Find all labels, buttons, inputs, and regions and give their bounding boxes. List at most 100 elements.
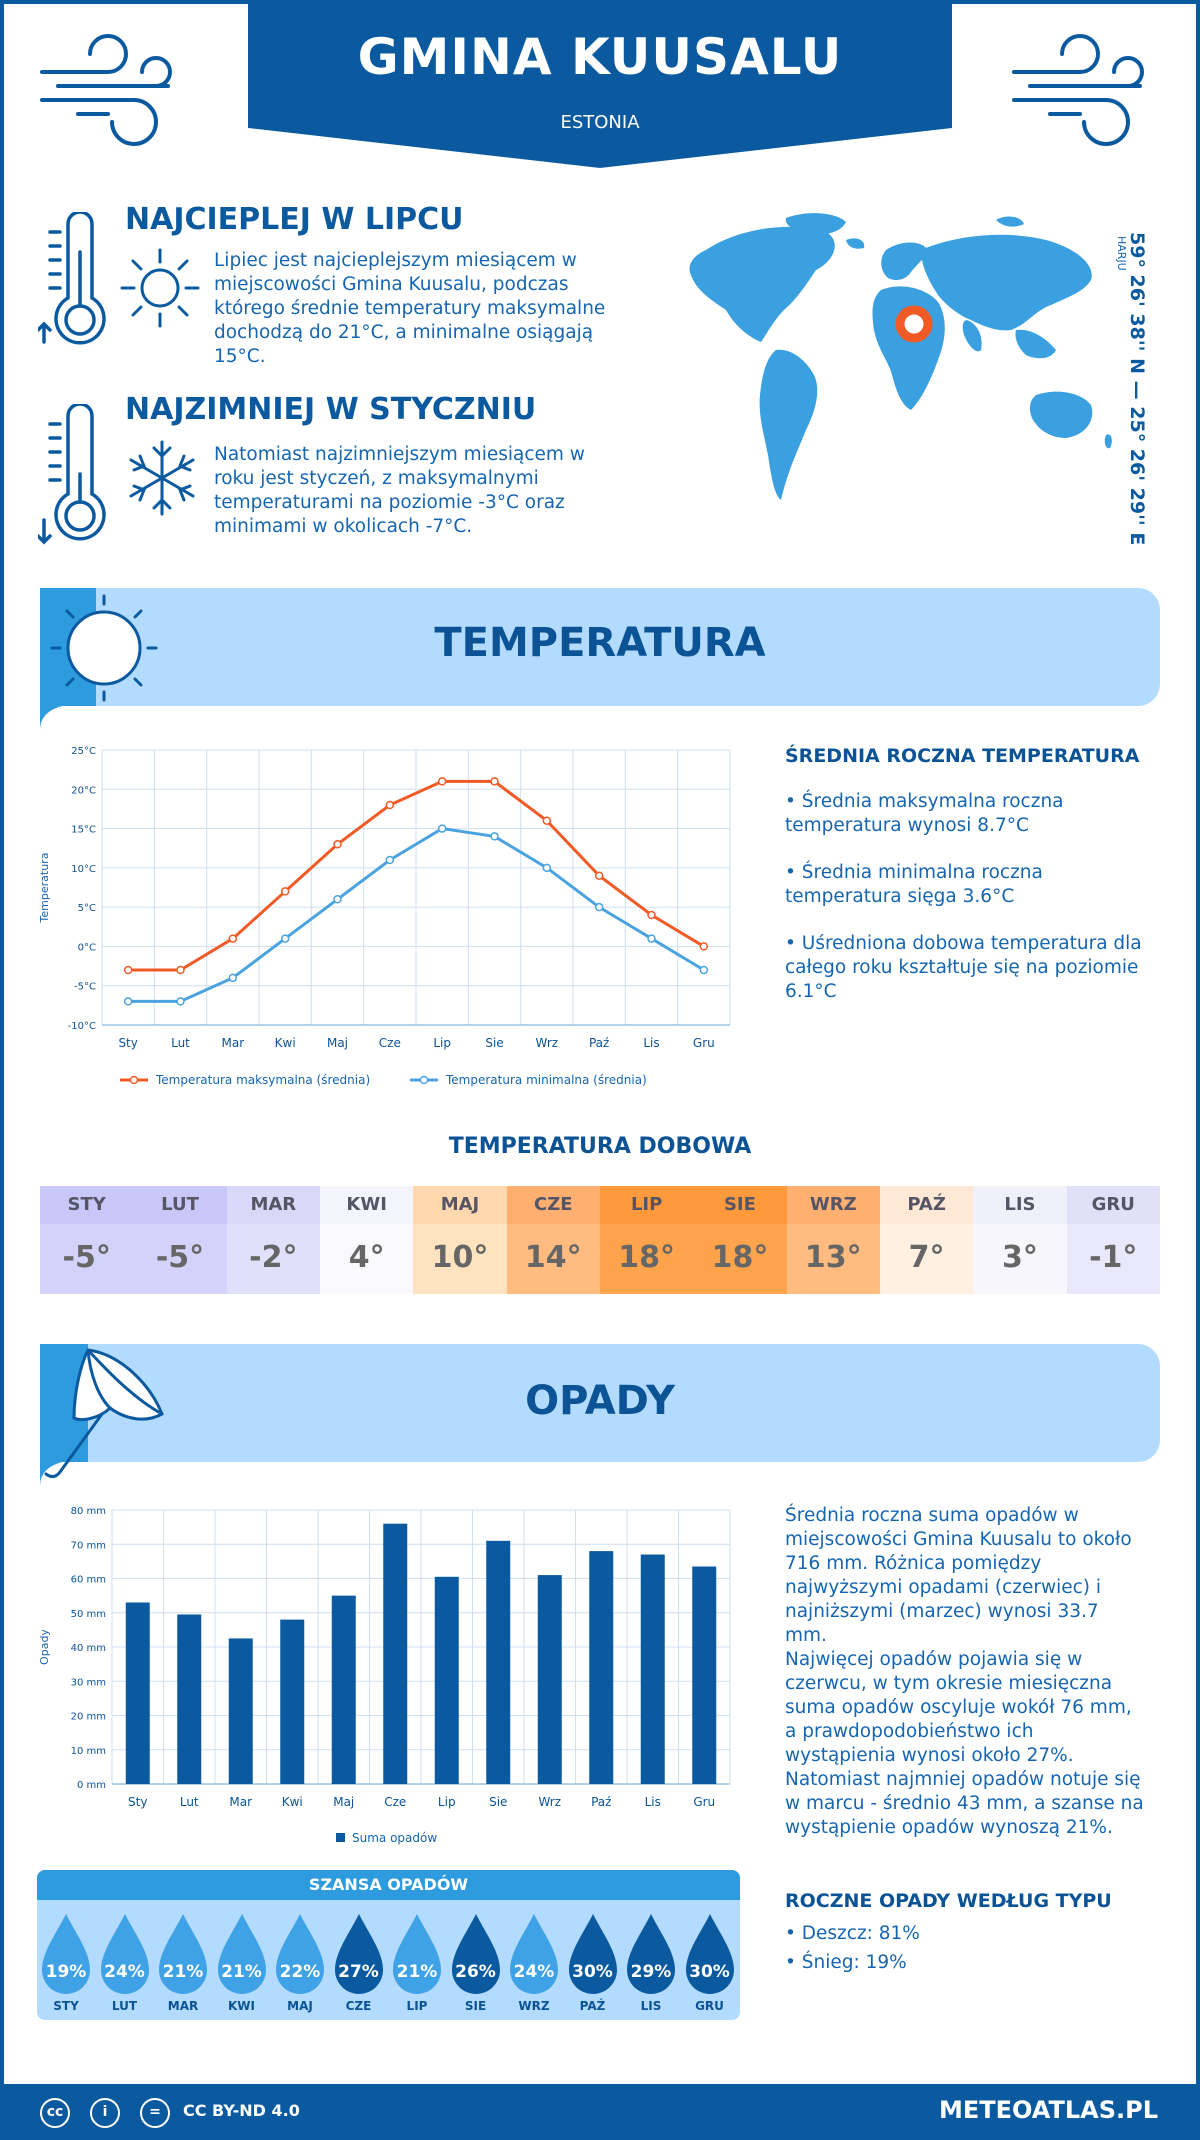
raindrop-icon — [685, 1914, 734, 1994]
precip-chance-drop: 30% PAŹ — [567, 1912, 619, 2013]
site-link[interactable]: METEOATLAS.PL — [938, 2096, 1158, 2124]
daily-temp-month: LUT — [133, 1186, 227, 1224]
daily-temp-value: -5° — [133, 1224, 227, 1294]
precip-bar — [589, 1551, 614, 1784]
daily-temp-value: -2° — [226, 1224, 320, 1294]
daily-temp-value: 18° — [599, 1224, 694, 1294]
precip-chance-month: SIE — [464, 1999, 487, 2013]
precip-chance-value: 29% — [630, 1962, 672, 1982]
daily-temp-month: STY — [40, 1186, 134, 1224]
y-tick-label: 0 mm — [77, 1780, 106, 1791]
daily-temp-cell: CZE 14° — [506, 1186, 600, 1294]
y-tick-label: 15°C — [71, 825, 96, 836]
precip-chance-drop: 24% LUT — [99, 1912, 151, 2013]
data-point — [437, 777, 447, 786]
raindrop-icon — [159, 1914, 207, 1994]
precip-chance-value: 21% — [162, 1962, 204, 1982]
precip-chance-drop: 21% KWI — [216, 1912, 268, 2013]
y-tick-label: 25°C — [71, 746, 96, 757]
data-point — [228, 973, 238, 983]
x-tick-label: Paź — [589, 1036, 609, 1050]
no-derivatives-icon: = — [140, 2098, 170, 2128]
x-tick-label: Lis — [643, 1036, 659, 1050]
precip-chance-drop: 24% WRZ — [508, 1912, 560, 2013]
snowflake-icon — [129, 440, 195, 516]
max-temp-line — [128, 779, 705, 972]
y-tick-label: 10 mm — [71, 1746, 106, 1757]
daily-temp-value: 4° — [319, 1224, 414, 1294]
y-tick-label: 40 mm — [71, 1643, 106, 1654]
daily-temp-cell: LIS 3° — [973, 1186, 1067, 1294]
data-point — [176, 997, 185, 1006]
data-point — [490, 832, 499, 841]
daily-temp-cell: SIE 18° — [693, 1186, 787, 1294]
raindrop-icon — [510, 1914, 558, 1994]
annual-temp-title: ŚREDNIA ROCZNA TEMPERATURA — [785, 745, 1140, 767]
precipitation-section-title: OPADY — [525, 1378, 675, 1424]
data-point — [594, 902, 604, 912]
y-axis-label: Opady — [38, 1629, 51, 1665]
annual-temp-avg: • Uśredniona dobowa temperatura dla całe… — [785, 933, 1142, 1002]
daily-temp-month: SIE — [693, 1186, 787, 1224]
daily-temp-month: LIP — [599, 1186, 694, 1224]
daily-temp-month: GRU — [1066, 1186, 1160, 1224]
precip-chance-month: PAŹ — [579, 1999, 606, 2013]
daily-temp-value: 10° — [413, 1224, 507, 1294]
location-marker-icon — [895, 305, 933, 343]
daily-temp-cell: MAR -2° — [226, 1186, 320, 1294]
x-tick-label: Wrz — [538, 1795, 561, 1809]
data-point — [699, 965, 709, 975]
y-tick-label: 20 mm — [71, 1712, 106, 1723]
data-point — [280, 887, 290, 896]
daily-temp-cell: LUT -5° — [133, 1186, 227, 1294]
raindrop-icon — [42, 1914, 90, 1994]
precip-summary: Średnia roczna suma opadów w miejscowośc… — [785, 1505, 1132, 1646]
raindrop-icon — [217, 1914, 266, 1994]
precip-chance-month: MAJ — [287, 1999, 313, 2013]
precip-rain: • Deszcz: 81% — [785, 1923, 920, 1944]
license-label: CC BY-ND 4.0 — [183, 2101, 300, 2120]
coordinates-label: 59° 26' 38'' N — 25° 26' 29'' E — [1126, 232, 1148, 546]
sun-icon — [120, 248, 200, 328]
precip-chance-value: 27% — [338, 1962, 379, 1982]
data-point — [647, 910, 656, 920]
raindrop-icon — [451, 1914, 500, 1994]
precip-chance-value: 30% — [572, 1962, 613, 1982]
daily-temp-month: MAR — [226, 1186, 320, 1224]
precip-snow: • Śnieg: 19% — [785, 1952, 907, 1973]
daily-temp-value: -5° — [40, 1224, 134, 1294]
data-point — [333, 895, 342, 904]
precip-chance-value: 24% — [104, 1962, 145, 1982]
x-tick-label: Cze — [384, 1795, 406, 1809]
data-point — [385, 800, 395, 810]
precip-chance-value: 26% — [455, 1962, 496, 1982]
data-point — [542, 816, 552, 825]
precip-bar — [434, 1576, 459, 1784]
precip-bar — [537, 1575, 562, 1784]
legend-marker — [129, 1075, 139, 1085]
y-tick-label: 5°C — [78, 903, 96, 914]
thermometer-cold-icon — [38, 404, 106, 545]
y-tick-label: 80 mm — [71, 1506, 106, 1517]
daily-temp-month: CZE — [506, 1186, 600, 1224]
daily-temp-cell: STY -5° — [40, 1186, 134, 1294]
data-point — [176, 965, 185, 975]
precip-chance-value: 19% — [45, 1962, 87, 1982]
annual-temp-min: • Średnia minimalna roczna temperatura s… — [785, 862, 1043, 907]
x-tick-label: Lut — [171, 1036, 190, 1050]
daily-temp-value: 14° — [506, 1224, 600, 1294]
umbrella-icon — [40, 1344, 164, 1486]
raindrop-icon — [334, 1914, 383, 1994]
precip-bar — [280, 1619, 305, 1784]
daily-temp-cell: MAJ 10° — [413, 1186, 507, 1294]
daily-temp-cell: LIP 18° — [599, 1186, 694, 1294]
daily-temp-value: 3° — [973, 1224, 1067, 1294]
y-axis-label: Temperatura — [38, 853, 51, 924]
temperature-section-title: TEMPERATURA — [434, 620, 766, 666]
precipitation-section-band — [40, 1344, 1160, 1462]
cc-icon: cc — [40, 2098, 70, 2128]
data-point — [385, 855, 395, 865]
y-tick-label: -5°C — [74, 982, 96, 993]
precip-bar — [331, 1595, 356, 1784]
temperature-section-band — [40, 588, 1160, 706]
